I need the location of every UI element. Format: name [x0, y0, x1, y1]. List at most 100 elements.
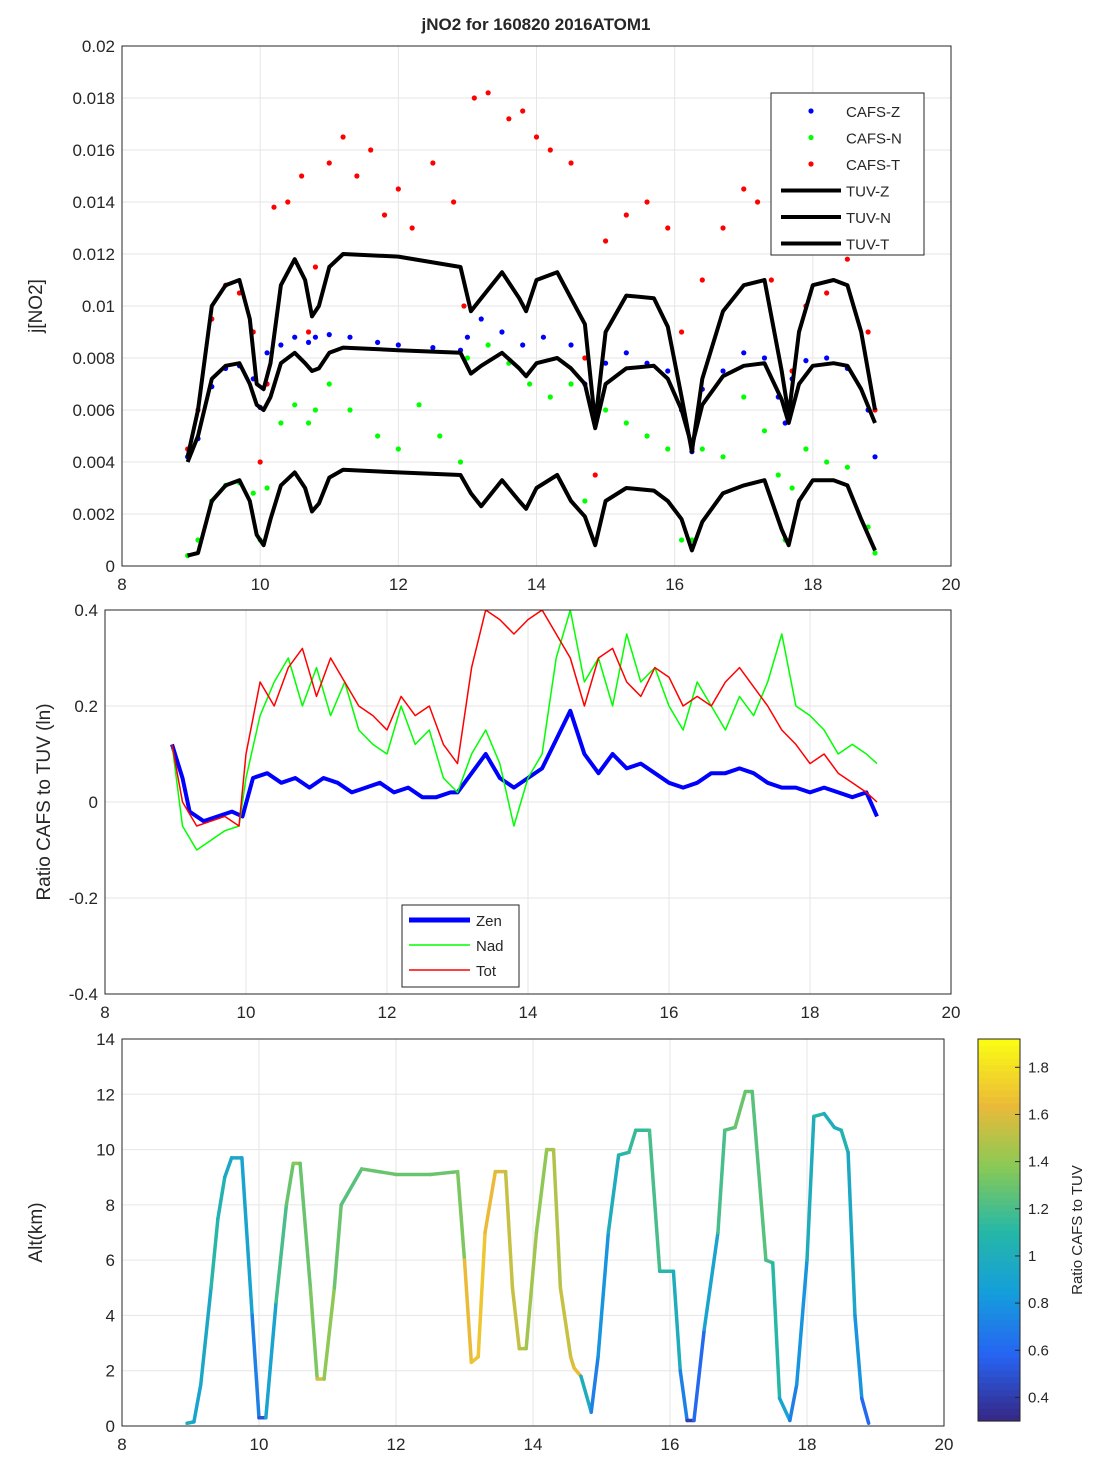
point-cafs-n — [761, 428, 768, 434]
x-tick-label: 16 — [665, 575, 684, 594]
altitude-segment — [322, 1286, 337, 1381]
x-tick-label: 8 — [117, 1435, 126, 1454]
point-cafs-n — [699, 446, 705, 452]
point-cafs-n — [623, 420, 629, 426]
legend-label-nad: Nad — [476, 938, 504, 955]
altitude-segment — [794, 1258, 809, 1387]
point-cafs-z — [478, 316, 484, 322]
colorbar-band — [978, 1408, 1020, 1416]
legend-label-zen: Zen — [476, 913, 502, 930]
colorbar-band — [978, 1058, 1020, 1066]
legend-label-cafs-t: CAFS-T — [846, 157, 900, 174]
point-cafs-t — [547, 147, 553, 153]
point-cafs-z — [665, 368, 671, 374]
altitude-segment — [223, 1156, 234, 1179]
colorbar-band — [978, 1331, 1020, 1339]
colorbar-band — [978, 1268, 1020, 1276]
point-cafs-t — [644, 199, 650, 205]
y-tick-label: 0.2 — [74, 697, 98, 716]
colorbar-band — [978, 1179, 1020, 1187]
altitude-segment — [839, 1128, 850, 1155]
colorbar-band — [978, 1223, 1020, 1231]
point-cafs-n — [602, 407, 609, 413]
subplot-1: 8 10 12 14 16 18 20 0 0.002 0.004 0.006 0.008 0.01 0.… — [26, 37, 960, 594]
point-cafs-n — [547, 394, 553, 400]
point-cafs-n — [789, 485, 795, 491]
colorbar-band — [978, 1121, 1020, 1129]
y-tick-label: 0.016 — [72, 141, 115, 160]
legend-label-tuv-n: TUV-N — [846, 210, 891, 227]
point-cafs-t — [741, 186, 747, 192]
point-cafs-z — [520, 342, 526, 348]
point-cafs-n — [395, 446, 401, 452]
altitude-segment — [596, 1230, 611, 1359]
colorbar-band — [978, 1363, 1020, 1371]
point-cafs-z — [305, 339, 312, 345]
point-cafs-z — [347, 334, 353, 340]
colorbar-tick-label: 1.4 — [1028, 1154, 1049, 1171]
altitude-segment — [733, 1089, 748, 1130]
plot-frame — [104, 609, 952, 995]
x-tick-label: 18 — [803, 575, 822, 594]
colorbar-band — [978, 1306, 1020, 1314]
y-tick-label: 0.006 — [72, 401, 115, 420]
y-tick-label: 0.01 — [82, 297, 115, 316]
x-tick-label: 12 — [389, 575, 408, 594]
point-cafs-t — [257, 459, 263, 465]
colorbar-band — [978, 1300, 1020, 1307]
y-tick-label: 14 — [96, 1030, 115, 1049]
point-cafs-n — [526, 381, 533, 387]
y-tick-label: 10 — [96, 1141, 115, 1160]
x-tick-label: 14 — [524, 1435, 543, 1454]
point-cafs-n — [582, 498, 588, 504]
altitude-segment — [455, 1169, 467, 1262]
point-cafs-t — [485, 90, 491, 96]
point-cafs-t — [533, 134, 540, 140]
point-cafs-n — [485, 342, 491, 348]
series-line-nad — [171, 610, 878, 851]
series-group — [185, 1089, 871, 1425]
subplot-3: 8 10 12 14 16 18 20 0 2 4 6 8 10 12 14 Alt(km) 0.4 0.6 0.8… — [26, 1030, 1086, 1454]
point-cafs-z — [623, 350, 629, 356]
x-tick-label: 20 — [935, 1435, 954, 1454]
point-cafs-t — [471, 95, 477, 101]
point-cafs-n — [278, 420, 284, 426]
series-line-tot — [171, 610, 878, 827]
altitude-segment — [483, 1169, 498, 1235]
colorbar-band — [978, 1096, 1020, 1104]
colorbar-tick-label: 1.6 — [1028, 1106, 1049, 1123]
colorbar-band — [978, 1166, 1020, 1174]
altitude-segment — [822, 1111, 837, 1130]
colorbar-band — [978, 1414, 1020, 1422]
legend-label-cafs-n: CAFS-N — [846, 131, 902, 148]
colorbar-band — [978, 1395, 1020, 1403]
figure-title: jNO2 for 160820 2016ATOM1 — [421, 15, 651, 34]
point-cafs-n — [824, 459, 830, 465]
y-tick-label: 0 — [106, 557, 115, 576]
colorbar-band — [978, 1039, 1020, 1046]
colorbar-band — [978, 1350, 1020, 1358]
point-cafs-n — [665, 446, 671, 452]
point-cafs-z — [761, 355, 768, 361]
chart-layer: 8 10 12 14 16 18 2000.0020.0040.0060.0080.010.… — [26, 37, 1086, 1454]
altitude-segment — [534, 1147, 549, 1235]
colorbar-band — [978, 1401, 1020, 1409]
point-cafs-n — [305, 420, 312, 426]
colorbar-band — [978, 1204, 1020, 1212]
colorbar-band — [978, 1064, 1020, 1072]
point-cafs-t — [699, 277, 705, 283]
altitude-segment — [240, 1156, 254, 1318]
altitude-segment — [339, 1167, 364, 1207]
point-cafs-t — [312, 264, 319, 270]
point-cafs-z — [292, 334, 298, 340]
point-cafs-t — [340, 134, 346, 140]
point-cafs-t — [824, 290, 830, 296]
colorbar-band — [978, 1109, 1020, 1116]
point-cafs-t — [381, 212, 388, 218]
altitude-segment — [558, 1286, 573, 1359]
altitude-segment — [284, 1161, 295, 1207]
point-cafs-n — [347, 407, 353, 413]
point-cafs-t — [368, 147, 374, 153]
altitude-segment — [274, 1203, 289, 1304]
y-tick-label: 0.014 — [72, 193, 115, 212]
